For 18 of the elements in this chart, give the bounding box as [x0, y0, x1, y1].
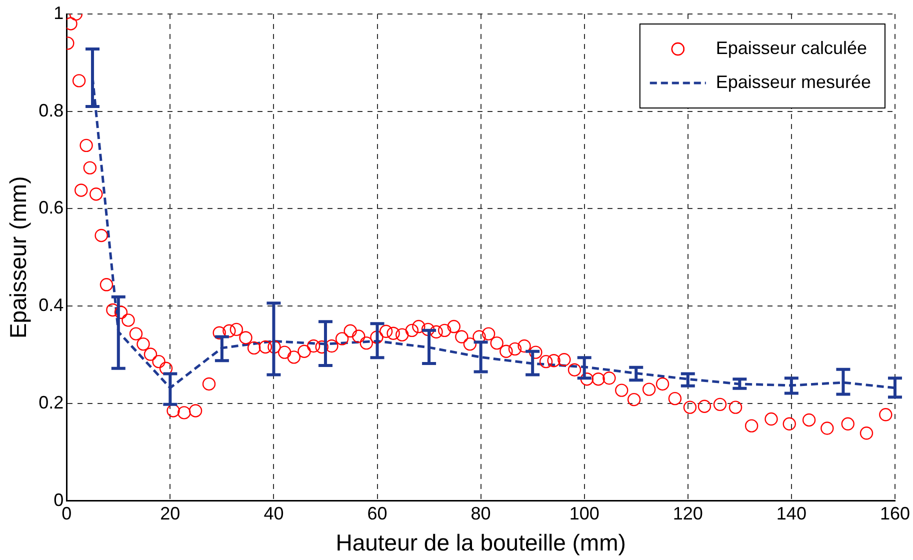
y-tick-label: 1	[54, 2, 64, 23]
y-tick-label: 0.6	[38, 198, 64, 218]
y-axis-title: Epaisseur (mm)	[5, 176, 32, 339]
x-tick-label: 120	[672, 504, 703, 524]
x-tick-label: 100	[569, 504, 600, 524]
y-tick-label: 0.8	[38, 100, 64, 120]
legend-label: Epaisseur mesurée	[716, 72, 871, 92]
y-tick-label: 0.4	[38, 295, 64, 316]
x-tick-label: 40	[264, 504, 284, 524]
x-tick-label: 60	[367, 504, 388, 524]
x-axis-title: Hauteur de la bouteille (mm)	[336, 530, 626, 556]
x-tick-label: 160	[880, 504, 910, 524]
x-tick-label: 80	[470, 504, 491, 524]
x-tick-label: 20	[160, 504, 180, 524]
y-tick-label: 0.2	[38, 392, 64, 412]
x-tick-label: 140	[776, 504, 806, 524]
legend-label: Epaisseur calculée	[716, 38, 868, 58]
y-tick-label: 0	[54, 490, 64, 510]
